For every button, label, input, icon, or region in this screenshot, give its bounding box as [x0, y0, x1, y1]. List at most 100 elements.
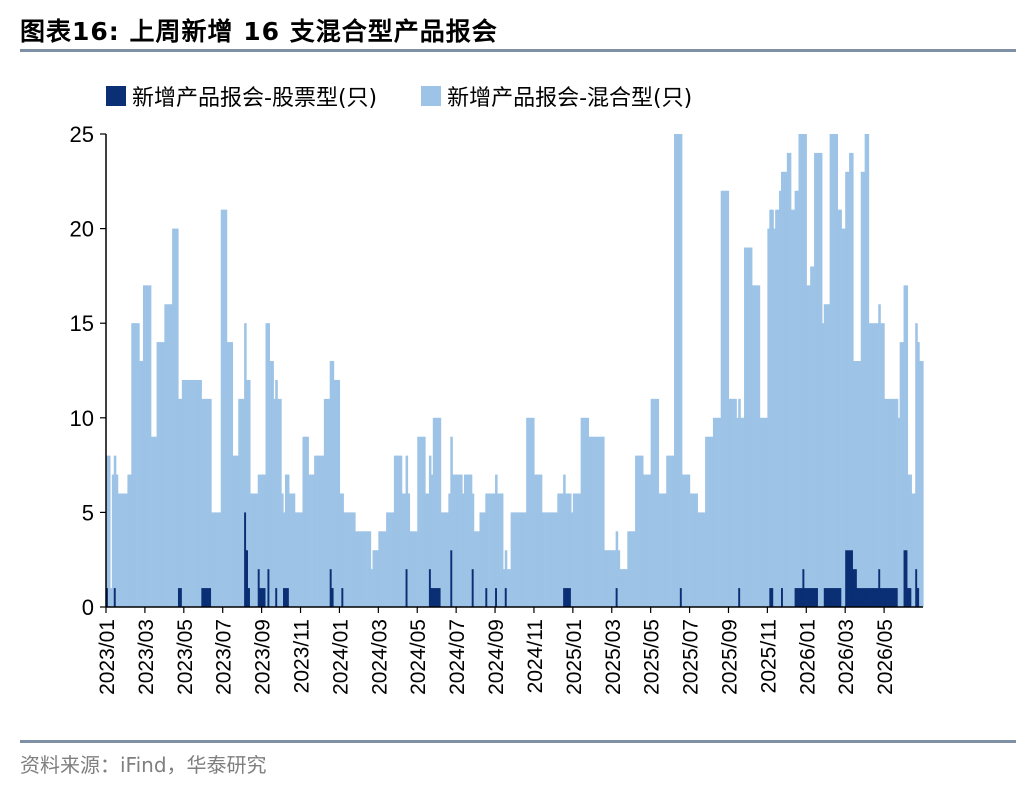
- bar-mixed-413: [909, 474, 912, 589]
- bar-mixed-208: [510, 512, 514, 607]
- bar-mixed-374: [833, 134, 837, 589]
- bar-stock-381: [847, 550, 850, 607]
- bar-mixed-251: [594, 436, 597, 607]
- bar-mixed-308: [705, 436, 708, 607]
- bar-mixed-33: [170, 304, 173, 607]
- bar-mixed-185: [465, 474, 469, 607]
- bar-stock-154: [405, 569, 409, 607]
- x-tick-label-2024-07: 2024/07: [446, 619, 469, 695]
- bar-stock-371: [827, 588, 831, 607]
- bar-mixed-397: [878, 304, 881, 570]
- bar-mixed-216: [526, 417, 529, 607]
- bar-mixed-384: [852, 361, 856, 570]
- bar-mixed-405: [893, 398, 897, 589]
- bar-mixed-152: [401, 493, 405, 607]
- x-tick-label-2024-09: 2024/09: [485, 619, 508, 695]
- bar-stock-375: [835, 588, 839, 607]
- bar-mixed-390: [864, 134, 868, 589]
- bar-mixed-160: [417, 436, 420, 607]
- bar-mixed-319: [726, 190, 730, 607]
- bar-mixed-19: [142, 285, 146, 607]
- figure-title: 图表16: 上周新增 16 支混合型产品报会: [20, 17, 498, 46]
- bar-stock-370: [825, 588, 829, 607]
- bar-stock-238: [568, 588, 572, 607]
- bar-mixed-365: [816, 152, 819, 589]
- bar-mixed-65: [232, 455, 235, 607]
- bar-mixed-163: [423, 436, 426, 607]
- bar-mixed-84: [269, 361, 272, 607]
- bar-mixed-98: [296, 512, 300, 607]
- bar-mixed-294: [677, 134, 681, 607]
- bar-mixed-340: [767, 228, 770, 607]
- bar-stock-398: [880, 588, 883, 607]
- y-tick-label-25: 25: [70, 122, 94, 147]
- bar-stock-357: [800, 588, 803, 607]
- bar-mixed-127: [353, 512, 356, 607]
- bar-mixed-165: [426, 493, 430, 607]
- bar-mixed-258: [607, 550, 611, 607]
- x-tick-label-2023-09: 2023/09: [252, 619, 275, 695]
- bar-mixed-295: [679, 134, 683, 589]
- bar-mixed-43: [189, 379, 193, 607]
- x-tick-label-2025-11: 2025/11: [757, 619, 780, 693]
- bar-mixed-183: [461, 493, 465, 607]
- bar-mixed-39: [181, 379, 185, 607]
- bar-mixed-10: [125, 493, 128, 607]
- bar-mixed-67: [236, 455, 239, 607]
- bar-mixed-257: [605, 550, 609, 607]
- bar-stock-391: [866, 588, 870, 607]
- bar-stock-93: [286, 588, 290, 607]
- bar-mixed-1: [107, 455, 111, 607]
- bar-mixed-110: [319, 455, 323, 607]
- bar-mixed-361: [808, 285, 811, 589]
- legend-label-stock: 新增产品报会-股票型(只): [132, 86, 378, 111]
- bar-mixed-23: [150, 436, 154, 607]
- y-tick-label-20: 20: [70, 217, 94, 242]
- bar-mixed-318: [724, 190, 728, 607]
- bar-mixed-281: [652, 398, 656, 607]
- bar-mixed-333: [753, 285, 757, 607]
- bar-mixed-290: [670, 455, 673, 607]
- bar-stock-399: [882, 588, 885, 607]
- bar-stock-52: [207, 588, 210, 607]
- bar-mixed-20: [144, 285, 148, 607]
- bar-mixed-274: [639, 455, 642, 607]
- bar-mixed-345: [777, 209, 780, 607]
- bar-mixed-329: [745, 247, 749, 607]
- bar-stock-359: [804, 588, 807, 607]
- bar-mixed-75: [251, 493, 255, 607]
- bar-stock-91: [283, 588, 286, 607]
- bar-mixed-156: [409, 531, 413, 607]
- bar-mixed-113: [325, 398, 329, 607]
- bar-mixed-153: [403, 493, 407, 607]
- bar-mixed-399: [882, 323, 885, 589]
- bar-mixed-40: [183, 379, 187, 607]
- bar-mixed-261: [613, 550, 617, 607]
- bar-mixed-313: [714, 417, 718, 607]
- bar-mixed-263: [617, 550, 621, 607]
- bar-mixed-109: [318, 455, 321, 607]
- bar-mixed-233: [559, 493, 562, 607]
- bar-mixed-346: [779, 190, 782, 607]
- bar-mixed-0: [106, 455, 109, 589]
- bar-stock-411: [905, 550, 909, 607]
- bar-stock-81: [263, 588, 267, 607]
- bar-mixed-171: [438, 417, 442, 589]
- bar-mixed-186: [467, 474, 471, 607]
- bar-mixed-419: [921, 361, 924, 607]
- bar-stock-417: [917, 588, 920, 607]
- bar-mixed-223: [539, 474, 543, 607]
- bar-mixed-359: [804, 134, 807, 589]
- bar-stock-395: [874, 588, 877, 607]
- bar-mixed-177: [450, 436, 453, 551]
- bar-mixed-140: [378, 531, 381, 607]
- bar-stock-78: [257, 569, 261, 607]
- bar-mixed-232: [557, 493, 560, 607]
- bar-mixed-194: [483, 512, 486, 607]
- bar-mixed-182: [460, 474, 463, 607]
- bar-mixed-121: [341, 493, 344, 589]
- bar-mixed-133: [364, 531, 368, 607]
- bar-stock-400: [884, 588, 887, 607]
- bar-mixed-352: [790, 209, 794, 607]
- bar-mixed-221: [535, 474, 539, 607]
